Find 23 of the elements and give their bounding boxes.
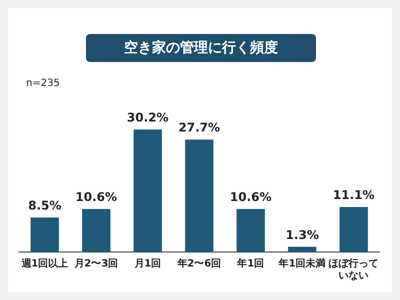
bar (236, 208, 265, 252)
data-label: 1.3% (286, 228, 319, 242)
data-label: 27.7% (178, 120, 220, 135)
bar (288, 246, 316, 252)
data-label: 8.5% (28, 198, 62, 213)
chart-title: 空き家の管理に行く頻度 (86, 34, 316, 62)
data-label: 30.2% (126, 110, 169, 125)
x-tick-label: 年2〜6回 (176, 258, 222, 270)
bar (340, 206, 368, 252)
data-label: 10.6% (230, 190, 272, 204)
x-tick-label: 年1回未満 (278, 258, 326, 270)
bar (134, 129, 162, 252)
x-tick-label: ほぼ行っていない (328, 258, 379, 282)
x-tick-label: 月2〜3回 (73, 258, 118, 270)
bar (82, 208, 110, 252)
text: n=235 (26, 78, 60, 89)
data-label: 11.1% (332, 188, 375, 202)
x-tick-label: 月1回 (133, 258, 162, 270)
x-tick-label: 週1回以上 (20, 258, 68, 270)
bar (30, 218, 59, 252)
data-label: 10.6% (75, 190, 118, 204)
x-tick-label: 年1回 (236, 258, 264, 270)
bar (185, 140, 214, 252)
